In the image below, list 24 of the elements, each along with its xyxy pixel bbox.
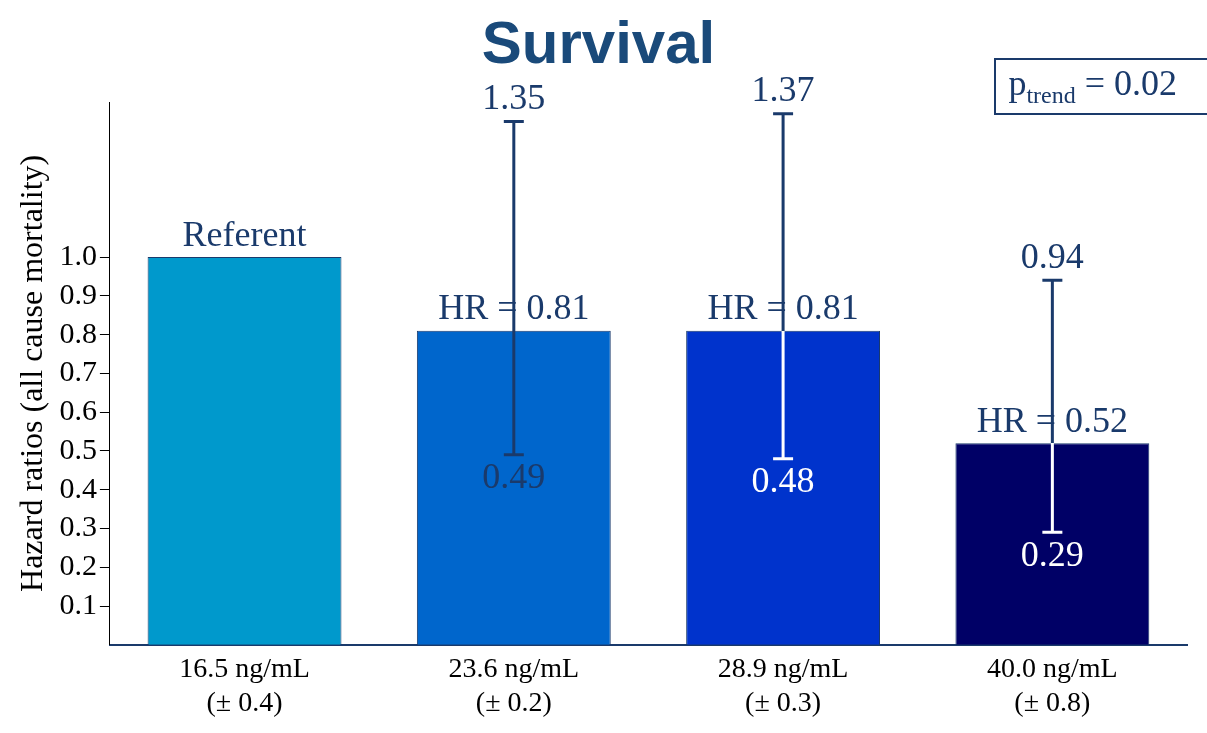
x-tick-label: 28.9 ng/mL (± 0.3) [717, 651, 849, 717]
y-tick-label: 0.1 [59, 586, 97, 620]
y-tick-label: 0.3 [59, 509, 97, 543]
x-tick-label: 16.5 ng/mL (± 0.4) [179, 651, 310, 717]
annotation: p$_{trend}$ = 0.02 [994, 58, 1207, 116]
annotation: 0.94 [1020, 235, 1084, 276]
y-tick-label: 1.0 [59, 237, 97, 271]
annotation: 0.48 [751, 460, 815, 501]
annotation: 1.37 [751, 69, 815, 110]
y-tick-label: 0.8 [59, 315, 97, 349]
chart-title: Survival [481, 8, 716, 76]
y-tick-label: 0.5 [59, 431, 97, 465]
annotation: 0.29 [1020, 533, 1084, 574]
annotation: 0.49 [482, 456, 546, 497]
annotation: 1.35 [482, 76, 546, 117]
x-tick-label: 40.0 ng/mL (± 0.8) [987, 651, 1118, 717]
x-tick-label: 23.6 ng/mL (± 0.2) [448, 651, 580, 717]
y-tick-label: 0.7 [59, 354, 97, 388]
y-tick-label: 0.2 [59, 548, 97, 582]
y-axis-title: Hazard ratios (all cause mortality) [12, 154, 49, 592]
y-tick-label: 0.4 [59, 470, 97, 504]
data-label: Referent [182, 213, 307, 254]
y-tick-label: 0.6 [59, 393, 97, 427]
y-tick-label: 0.9 [59, 276, 97, 310]
